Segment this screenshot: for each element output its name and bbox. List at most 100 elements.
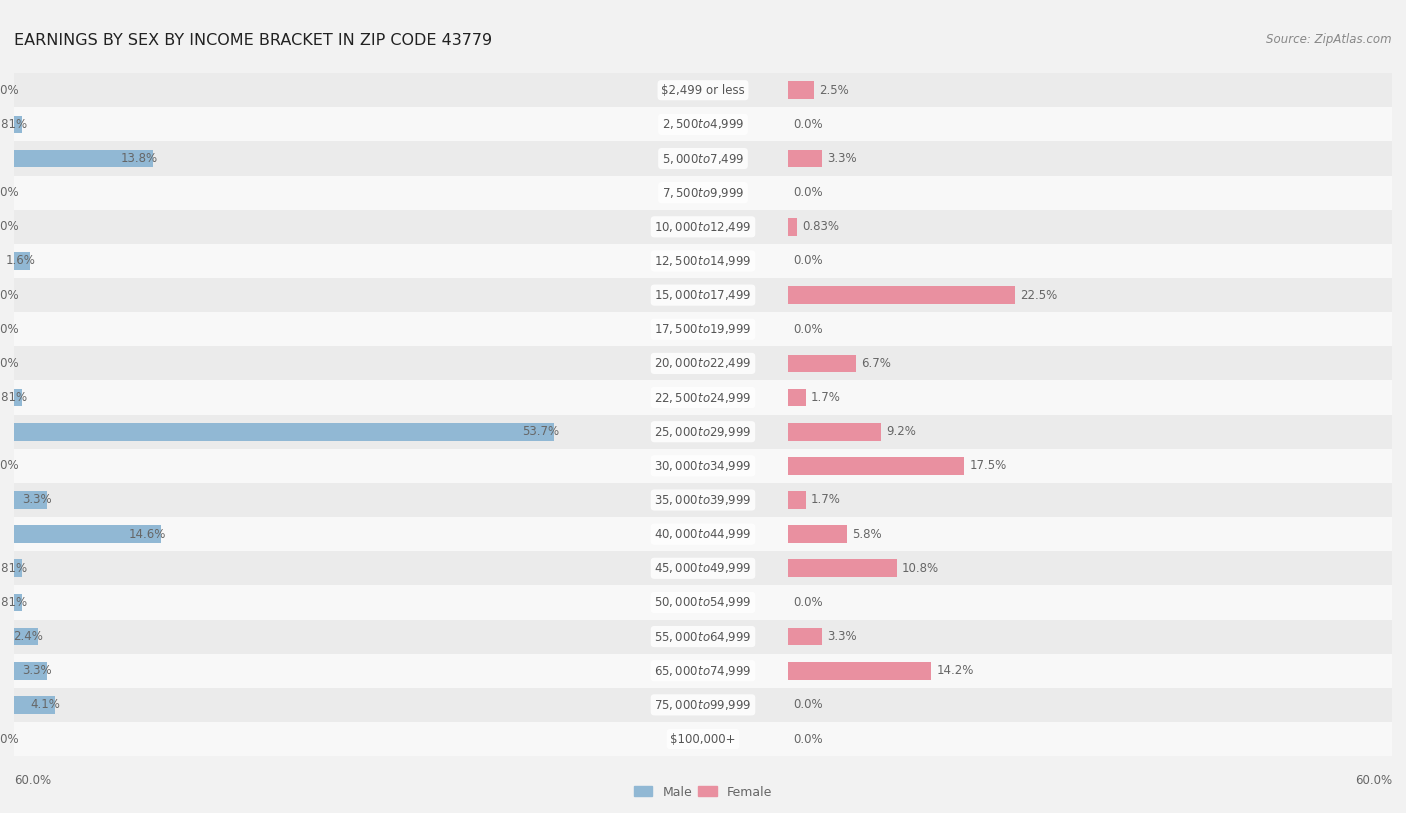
Bar xyxy=(789,176,1392,210)
Text: 1.7%: 1.7% xyxy=(811,493,841,506)
Text: 0.81%: 0.81% xyxy=(0,118,27,131)
Bar xyxy=(14,525,160,543)
Bar xyxy=(789,722,1392,756)
Bar xyxy=(14,585,617,620)
Bar xyxy=(789,389,806,406)
Bar xyxy=(789,620,1392,654)
Bar xyxy=(617,620,789,654)
Text: 60.0%: 60.0% xyxy=(1355,774,1392,787)
Text: 0.0%: 0.0% xyxy=(0,186,20,199)
Text: 3.3%: 3.3% xyxy=(22,664,52,677)
Bar xyxy=(789,449,1392,483)
Text: $2,499 or less: $2,499 or less xyxy=(661,84,745,97)
Text: $10,000 to $12,499: $10,000 to $12,499 xyxy=(654,220,752,234)
Bar xyxy=(14,593,22,611)
Text: $5,000 to $7,499: $5,000 to $7,499 xyxy=(662,151,744,166)
Bar xyxy=(14,252,30,270)
Text: $45,000 to $49,999: $45,000 to $49,999 xyxy=(654,561,752,576)
Bar xyxy=(14,115,22,133)
Text: 60.0%: 60.0% xyxy=(14,774,51,787)
Bar xyxy=(617,176,789,210)
Text: 5.8%: 5.8% xyxy=(852,528,882,541)
Bar xyxy=(789,415,1392,449)
Text: $75,000 to $99,999: $75,000 to $99,999 xyxy=(654,698,752,712)
Bar xyxy=(14,628,38,646)
Bar xyxy=(789,483,1392,517)
Bar xyxy=(14,483,617,517)
Text: $25,000 to $29,999: $25,000 to $29,999 xyxy=(654,424,752,439)
Text: 0.83%: 0.83% xyxy=(801,220,839,233)
Text: 0.0%: 0.0% xyxy=(0,84,20,97)
Text: 0.0%: 0.0% xyxy=(0,323,20,336)
Bar xyxy=(789,73,1392,107)
Text: 2.5%: 2.5% xyxy=(818,84,848,97)
Text: 10.8%: 10.8% xyxy=(903,562,939,575)
Bar xyxy=(789,551,1392,585)
Text: 0.81%: 0.81% xyxy=(0,391,27,404)
Text: 0.0%: 0.0% xyxy=(793,596,823,609)
Bar xyxy=(14,696,55,714)
Text: $50,000 to $54,999: $50,000 to $54,999 xyxy=(654,595,752,610)
Text: 1.7%: 1.7% xyxy=(811,391,841,404)
Bar xyxy=(14,423,554,441)
Bar xyxy=(789,218,797,236)
Text: 0.81%: 0.81% xyxy=(0,562,27,575)
Bar xyxy=(14,415,617,449)
Bar xyxy=(617,585,789,620)
Bar xyxy=(789,312,1392,346)
Bar xyxy=(617,449,789,483)
Bar xyxy=(617,141,789,176)
Text: $20,000 to $22,499: $20,000 to $22,499 xyxy=(654,356,752,371)
Text: 0.0%: 0.0% xyxy=(0,220,20,233)
Bar xyxy=(14,722,617,756)
Text: $17,500 to $19,999: $17,500 to $19,999 xyxy=(654,322,752,337)
Bar xyxy=(617,346,789,380)
Bar xyxy=(789,380,1392,415)
Bar xyxy=(14,559,22,577)
Bar xyxy=(617,210,789,244)
Text: 17.5%: 17.5% xyxy=(970,459,1007,472)
Bar xyxy=(14,517,617,551)
Text: $7,500 to $9,999: $7,500 to $9,999 xyxy=(662,185,744,200)
Bar xyxy=(14,278,617,312)
Bar xyxy=(789,457,965,475)
Bar xyxy=(617,107,789,141)
Text: 0.0%: 0.0% xyxy=(793,323,823,336)
Text: $12,500 to $14,999: $12,500 to $14,999 xyxy=(654,254,752,268)
Bar xyxy=(617,380,789,415)
Text: 1.6%: 1.6% xyxy=(6,254,35,267)
Text: 0.0%: 0.0% xyxy=(0,459,20,472)
Bar xyxy=(617,483,789,517)
Bar xyxy=(617,722,789,756)
Bar xyxy=(789,81,814,99)
Bar xyxy=(617,73,789,107)
Bar xyxy=(14,551,617,585)
Text: 0.0%: 0.0% xyxy=(793,733,823,746)
Legend: Male, Female: Male, Female xyxy=(634,785,772,798)
Text: 0.0%: 0.0% xyxy=(0,357,20,370)
Text: 0.0%: 0.0% xyxy=(0,733,20,746)
Text: $15,000 to $17,499: $15,000 to $17,499 xyxy=(654,288,752,302)
Bar xyxy=(14,312,617,346)
Bar xyxy=(14,73,617,107)
Bar xyxy=(617,688,789,722)
Text: 9.2%: 9.2% xyxy=(886,425,915,438)
Bar xyxy=(789,423,882,441)
Bar xyxy=(789,585,1392,620)
Bar xyxy=(617,312,789,346)
Text: 0.0%: 0.0% xyxy=(793,186,823,199)
Text: 0.0%: 0.0% xyxy=(793,254,823,267)
Bar xyxy=(14,346,617,380)
Bar xyxy=(789,628,821,646)
Bar xyxy=(14,688,617,722)
Bar xyxy=(617,551,789,585)
Text: 53.7%: 53.7% xyxy=(522,425,560,438)
Text: Source: ZipAtlas.com: Source: ZipAtlas.com xyxy=(1267,33,1392,46)
Text: $55,000 to $64,999: $55,000 to $64,999 xyxy=(654,629,752,644)
Text: 14.2%: 14.2% xyxy=(936,664,974,677)
Bar xyxy=(14,244,617,278)
Bar xyxy=(789,286,1015,304)
Text: 0.0%: 0.0% xyxy=(793,118,823,131)
Text: $22,500 to $24,999: $22,500 to $24,999 xyxy=(654,390,752,405)
Text: EARNINGS BY SEX BY INCOME BRACKET IN ZIP CODE 43779: EARNINGS BY SEX BY INCOME BRACKET IN ZIP… xyxy=(14,33,492,47)
